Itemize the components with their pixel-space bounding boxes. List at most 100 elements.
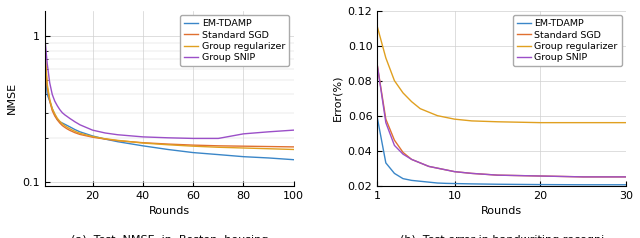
- Group SNIP: [101, 132, 109, 134]
- EM-TDAMP: [214, 153, 222, 156]
- Group regularizer: [66, 127, 74, 130]
- EM-TDAMP: [164, 148, 172, 151]
- Standard SGD: [290, 145, 298, 148]
- EM-TDAMP: [139, 144, 147, 147]
- EM-TDAMP: [390, 172, 398, 175]
- Line: Standard SGD: Standard SGD: [45, 50, 294, 147]
- Standard SGD: [44, 86, 51, 89]
- EM-TDAMP: [74, 129, 81, 132]
- Group regularizer: [189, 145, 197, 148]
- Group SNIP: [382, 121, 390, 124]
- Standard SGD: [425, 165, 433, 168]
- Group SNIP: [493, 174, 501, 177]
- Standard SGD: [74, 132, 81, 135]
- Group regularizer: [76, 132, 84, 135]
- EM-TDAMP: [382, 161, 390, 164]
- Standard SGD: [68, 130, 76, 133]
- Group SNIP: [89, 129, 97, 132]
- Group SNIP: [68, 119, 76, 122]
- EM-TDAMP: [433, 182, 441, 184]
- Group regularizer: [89, 135, 97, 138]
- X-axis label: Rounds: Rounds: [481, 206, 522, 216]
- Group SNIP: [63, 115, 71, 118]
- Group SNIP: [468, 172, 476, 175]
- Group SNIP: [139, 135, 147, 138]
- Standard SGD: [623, 175, 630, 178]
- EM-TDAMP: [46, 100, 54, 103]
- EM-TDAMP: [44, 93, 51, 96]
- Group SNIP: [71, 120, 79, 123]
- EM-TDAMP: [493, 183, 501, 186]
- Standard SGD: [41, 49, 49, 52]
- EM-TDAMP: [399, 177, 407, 180]
- Standard SGD: [58, 124, 66, 127]
- EM-TDAMP: [76, 130, 84, 133]
- Group regularizer: [580, 121, 588, 124]
- Group regularizer: [58, 122, 66, 125]
- EM-TDAMP: [61, 123, 68, 126]
- Line: Group SNIP: Group SNIP: [45, 36, 294, 139]
- EM-TDAMP: [66, 125, 74, 128]
- Standard SGD: [71, 131, 79, 134]
- Group regularizer: [433, 114, 441, 117]
- Group regularizer: [536, 121, 544, 124]
- Group SNIP: [239, 132, 247, 135]
- Group SNIP: [373, 64, 381, 66]
- Standard SGD: [61, 126, 68, 129]
- Group regularizer: [290, 148, 298, 151]
- Standard SGD: [417, 161, 424, 164]
- EM-TDAMP: [290, 158, 298, 161]
- Group regularizer: [139, 142, 147, 144]
- Group regularizer: [56, 120, 63, 123]
- Group regularizer: [214, 146, 222, 149]
- Standard SGD: [373, 64, 381, 66]
- EM-TDAMP: [265, 157, 273, 159]
- EM-TDAMP: [408, 179, 415, 182]
- Standard SGD: [408, 158, 415, 161]
- EM-TDAMP: [373, 116, 381, 119]
- Group SNIP: [214, 137, 222, 140]
- Group regularizer: [417, 107, 424, 110]
- Legend: EM-TDAMP, Standard SGD, Group regularizer, Group SNIP: EM-TDAMP, Standard SGD, Group regularize…: [180, 15, 289, 66]
- EM-TDAMP: [54, 118, 61, 121]
- X-axis label: Rounds: Rounds: [148, 206, 190, 216]
- Group regularizer: [46, 98, 54, 101]
- Group regularizer: [390, 79, 398, 82]
- Standard SGD: [63, 128, 71, 130]
- Group SNIP: [623, 175, 630, 178]
- EM-TDAMP: [536, 183, 544, 186]
- Standard SGD: [468, 172, 476, 175]
- EM-TDAMP: [63, 124, 71, 127]
- EM-TDAMP: [58, 122, 66, 124]
- Group SNIP: [265, 130, 273, 133]
- Standard SGD: [239, 145, 247, 148]
- Group regularizer: [101, 137, 109, 140]
- EM-TDAMP: [580, 183, 588, 186]
- EM-TDAMP: [89, 134, 97, 137]
- Group SNIP: [451, 170, 458, 173]
- Group regularizer: [408, 100, 415, 103]
- EM-TDAMP: [68, 127, 76, 130]
- Group SNIP: [74, 122, 81, 125]
- Standard SGD: [139, 141, 147, 144]
- Standard SGD: [76, 133, 84, 136]
- Group SNIP: [290, 129, 298, 132]
- Group SNIP: [408, 158, 415, 161]
- Standard SGD: [536, 175, 544, 178]
- Group SNIP: [54, 104, 61, 107]
- Line: Group regularizer: Group regularizer: [377, 26, 627, 123]
- Group regularizer: [74, 131, 81, 134]
- Group SNIP: [399, 153, 407, 156]
- EM-TDAMP: [114, 140, 122, 143]
- Group regularizer: [239, 147, 247, 149]
- Standard SGD: [399, 151, 407, 154]
- Line: Group regularizer: Group regularizer: [45, 49, 294, 149]
- Standard SGD: [382, 118, 390, 121]
- Text: (a)  Test  NMSE  in  Boston  housing: (a) Test NMSE in Boston housing: [70, 235, 268, 238]
- Group regularizer: [493, 120, 501, 123]
- Standard SGD: [114, 139, 122, 142]
- EM-TDAMP: [442, 182, 450, 185]
- Standard SGD: [66, 129, 74, 132]
- EM-TDAMP: [468, 183, 476, 185]
- Group SNIP: [56, 108, 63, 111]
